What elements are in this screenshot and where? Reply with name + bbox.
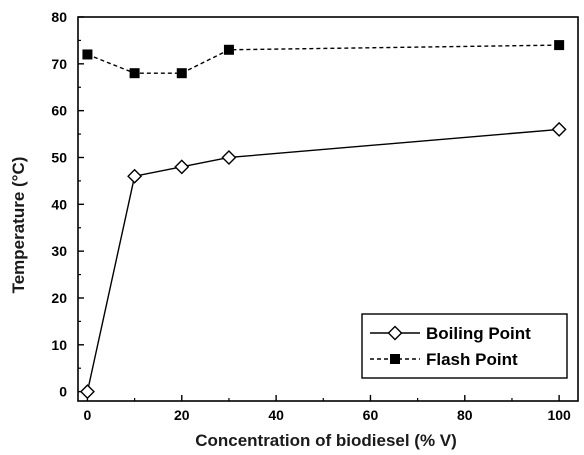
- x-tick-label: 40: [268, 407, 284, 423]
- data-point: [551, 121, 567, 137]
- data-point: [176, 68, 187, 79]
- x-tick-label: 0: [84, 407, 92, 423]
- series-line: [87, 44, 560, 74]
- x-tick-label: 20: [174, 407, 190, 423]
- data-point: [221, 149, 237, 165]
- data-point: [82, 49, 93, 60]
- y-tick-label: 80: [51, 9, 67, 25]
- legend-label: Flash Point: [426, 350, 518, 369]
- legend-marker: [387, 325, 403, 341]
- legend-box: [361, 313, 568, 379]
- y-axis-title: Temperature (°C): [9, 157, 28, 294]
- data-point: [129, 68, 140, 79]
- legend-label: Boiling Point: [426, 324, 531, 343]
- x-axis-title: Concentration of biodiesel (% V): [195, 431, 457, 450]
- data-point: [127, 168, 143, 184]
- data-point: [223, 44, 234, 55]
- data-point: [554, 40, 565, 51]
- data-point: [174, 159, 190, 175]
- legend-marker: [390, 354, 400, 364]
- y-tick-label: 40: [51, 196, 67, 212]
- y-tick-label: 50: [51, 149, 67, 165]
- y-tick-label: 70: [51, 56, 67, 72]
- y-tick-label: 20: [51, 290, 67, 306]
- y-tick-label: 0: [59, 384, 67, 400]
- y-tick-label: 60: [51, 103, 67, 119]
- x-tick-label: 60: [363, 407, 379, 423]
- plot-frame: [77, 16, 579, 402]
- data-point: [79, 384, 95, 400]
- y-tick-label: 10: [51, 337, 67, 353]
- y-tick-label: 30: [51, 243, 67, 259]
- x-tick-label: 100: [547, 407, 571, 423]
- x-tick-label: 80: [457, 407, 473, 423]
